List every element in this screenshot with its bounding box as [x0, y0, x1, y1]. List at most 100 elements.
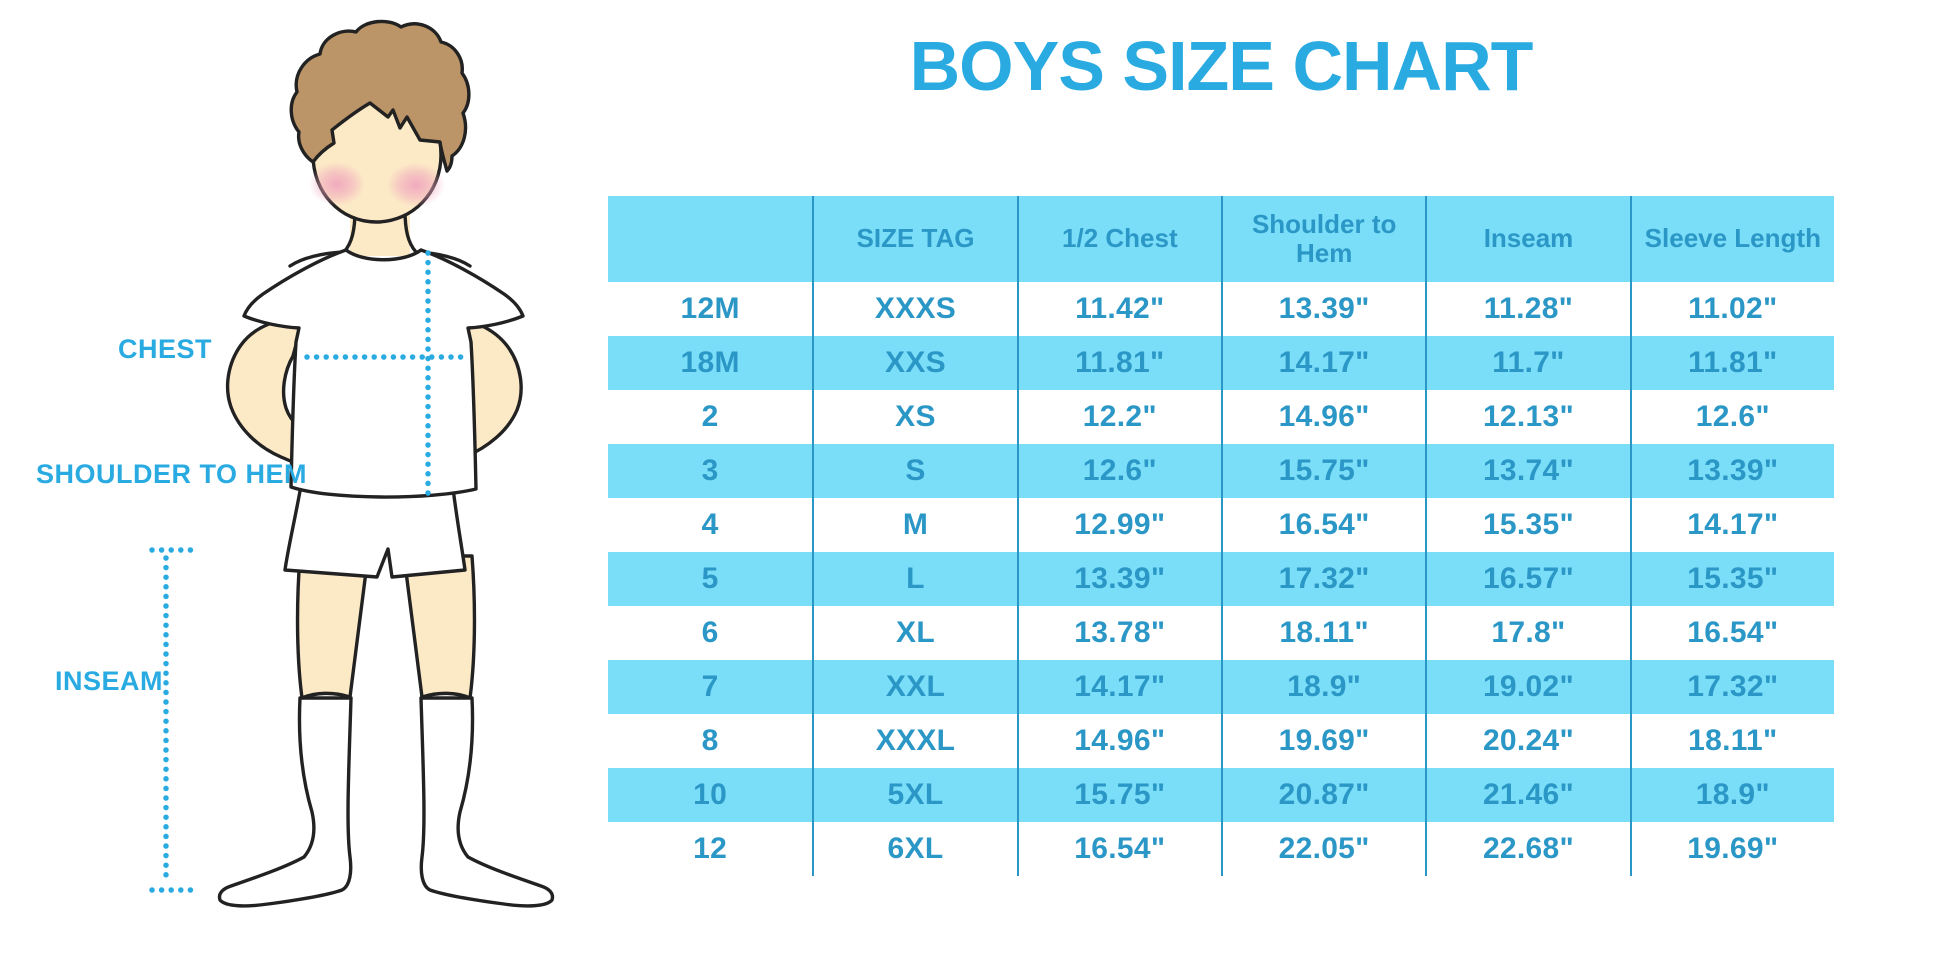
cell: XXXL — [812, 714, 1016, 768]
shorts — [283, 478, 467, 579]
header-cell: Shoulder to Hem — [1220, 196, 1425, 282]
right-thigh — [402, 554, 477, 700]
table-row: 8 XXXL 14.96" 19.69" 20.24" 18.11" — [608, 714, 1834, 768]
table-row: 12M XXXS 11.42" 13.39" 11.28" 11.02" — [608, 282, 1834, 336]
shirt — [242, 248, 525, 499]
table-row: 12 6XL 16.54" 22.05" 22.68" 19.69" — [608, 822, 1834, 876]
inseam-label: INSEAM — [55, 666, 164, 696]
cell: 16.57" — [1425, 552, 1629, 606]
cell: XXL — [812, 660, 1016, 714]
header-cell: Inseam — [1425, 196, 1629, 282]
cell: 12.2" — [1016, 390, 1221, 444]
cell: 17.8" — [1425, 606, 1629, 660]
cell: 11.28" — [1425, 282, 1629, 336]
cell: XS — [812, 390, 1016, 444]
cell: 11.02" — [1629, 282, 1834, 336]
cell: 14.96" — [1016, 714, 1221, 768]
cell: 11.42" — [1016, 282, 1221, 336]
cell: 21.46" — [1425, 768, 1629, 822]
shoulder-to-hem-label: SHOULDER TO HEM — [36, 459, 308, 489]
left-cheek-blush — [309, 162, 365, 206]
table-row: 3 S 12.6" 15.75" 13.74" 13.39" — [608, 444, 1834, 498]
cell: 20.24" — [1425, 714, 1629, 768]
cell: 14.17" — [1629, 498, 1834, 552]
header-cell — [608, 196, 812, 282]
cell: L — [812, 552, 1016, 606]
cell: 5XL — [812, 768, 1016, 822]
page-title: BOYS SIZE CHART — [909, 27, 1534, 105]
cell: 18M — [680, 346, 740, 379]
cell: 20.87" — [1220, 768, 1425, 822]
boy-illustration — [149, 19, 555, 908]
cell: 18.9" — [1629, 768, 1834, 822]
cell: XXXS — [812, 282, 1016, 336]
cell: 11.7" — [1425, 336, 1629, 390]
header-cell: Sleeve Length — [1629, 196, 1834, 282]
cell: XL — [812, 606, 1016, 660]
cell: 16.54" — [1629, 606, 1834, 660]
cell: 13.39" — [1629, 444, 1834, 498]
cell: 17.32" — [1629, 660, 1834, 714]
cell: 18.9" — [1220, 660, 1425, 714]
cell: 12.6" — [1016, 444, 1221, 498]
cell: 16.54" — [1016, 822, 1221, 876]
cell: M — [812, 498, 1016, 552]
cell: 6XL — [812, 822, 1016, 876]
cell: 12.13" — [1425, 390, 1629, 444]
chest-label: CHEST — [118, 334, 213, 364]
cell: 15.75" — [1016, 768, 1221, 822]
cell: 18.11" — [1220, 606, 1425, 660]
table-row: 5 L 13.39" 17.32" 16.57" 15.35" — [608, 552, 1834, 606]
cell: 17.32" — [1220, 552, 1425, 606]
right-cheek-blush — [387, 163, 445, 207]
cell: 12 — [693, 832, 728, 865]
cell: 11.81" — [1016, 336, 1221, 390]
table-row: 18M XXS 11.81" 14.17" 11.7" 11.81" — [608, 336, 1834, 390]
right-sock — [419, 696, 555, 908]
cell: XXS — [812, 336, 1016, 390]
cell: 14.96" — [1220, 390, 1425, 444]
table-row: SIZE TAG 1/2 Chest Shoulder to Hem Inseam Sl… — [608, 196, 1834, 282]
cell: 16.54" — [1220, 498, 1425, 552]
cell: 10 — [693, 778, 728, 811]
cell: 13.39" — [1220, 282, 1425, 336]
left-thigh — [295, 554, 370, 700]
cell: 19.02" — [1425, 660, 1629, 714]
header-cell: SIZE TAG — [812, 196, 1016, 282]
cell: 5 — [701, 562, 719, 595]
table-row: 10 5XL 15.75" 20.87" 21.46" 18.9" — [608, 768, 1834, 822]
size-table: SIZE TAG 1/2 Chest Shoulder to Hem Inseam Sl… — [608, 196, 1834, 876]
cell: 12.6" — [1629, 390, 1834, 444]
cell: 13.39" — [1016, 552, 1221, 606]
cell: S — [812, 444, 1016, 498]
table-row: 7 XXL 14.17" 18.9" 19.02" 17.32" — [608, 660, 1834, 714]
cell: 19.69" — [1629, 822, 1834, 876]
table-row: 4 M 12.99" 16.54" 15.35" 14.17" — [608, 498, 1834, 552]
cell: 15.35" — [1425, 498, 1629, 552]
cell: 14.17" — [1220, 336, 1425, 390]
cell: 19.69" — [1220, 714, 1425, 768]
header-cell: 1/2 Chest — [1016, 196, 1221, 282]
cell: 13.74" — [1425, 444, 1629, 498]
cell: 11.81" — [1629, 336, 1834, 390]
cell: 14.17" — [1016, 660, 1221, 714]
cell: 8 — [701, 724, 719, 757]
table-row: 6 XL 13.78" 18.11" 17.8" 16.54" — [608, 606, 1834, 660]
cell: 6 — [701, 616, 719, 649]
cell: 2 — [701, 400, 719, 433]
cell: 13.78" — [1016, 606, 1221, 660]
cell: 12.99" — [1016, 498, 1221, 552]
cell: 18.11" — [1629, 714, 1834, 768]
table-row: 2 XS 12.2" 14.96" 12.13" 12.6" — [608, 390, 1834, 444]
cell: 22.68" — [1425, 822, 1629, 876]
cell: 7 — [701, 670, 719, 703]
hair — [289, 19, 471, 173]
cell: 15.75" — [1220, 444, 1425, 498]
cell: 15.35" — [1629, 552, 1834, 606]
cell: 4 — [701, 508, 719, 541]
left-sock — [217, 696, 353, 908]
cell: 22.05" — [1220, 822, 1425, 876]
cell: 12M — [680, 292, 740, 325]
cell: 3 — [701, 454, 719, 487]
